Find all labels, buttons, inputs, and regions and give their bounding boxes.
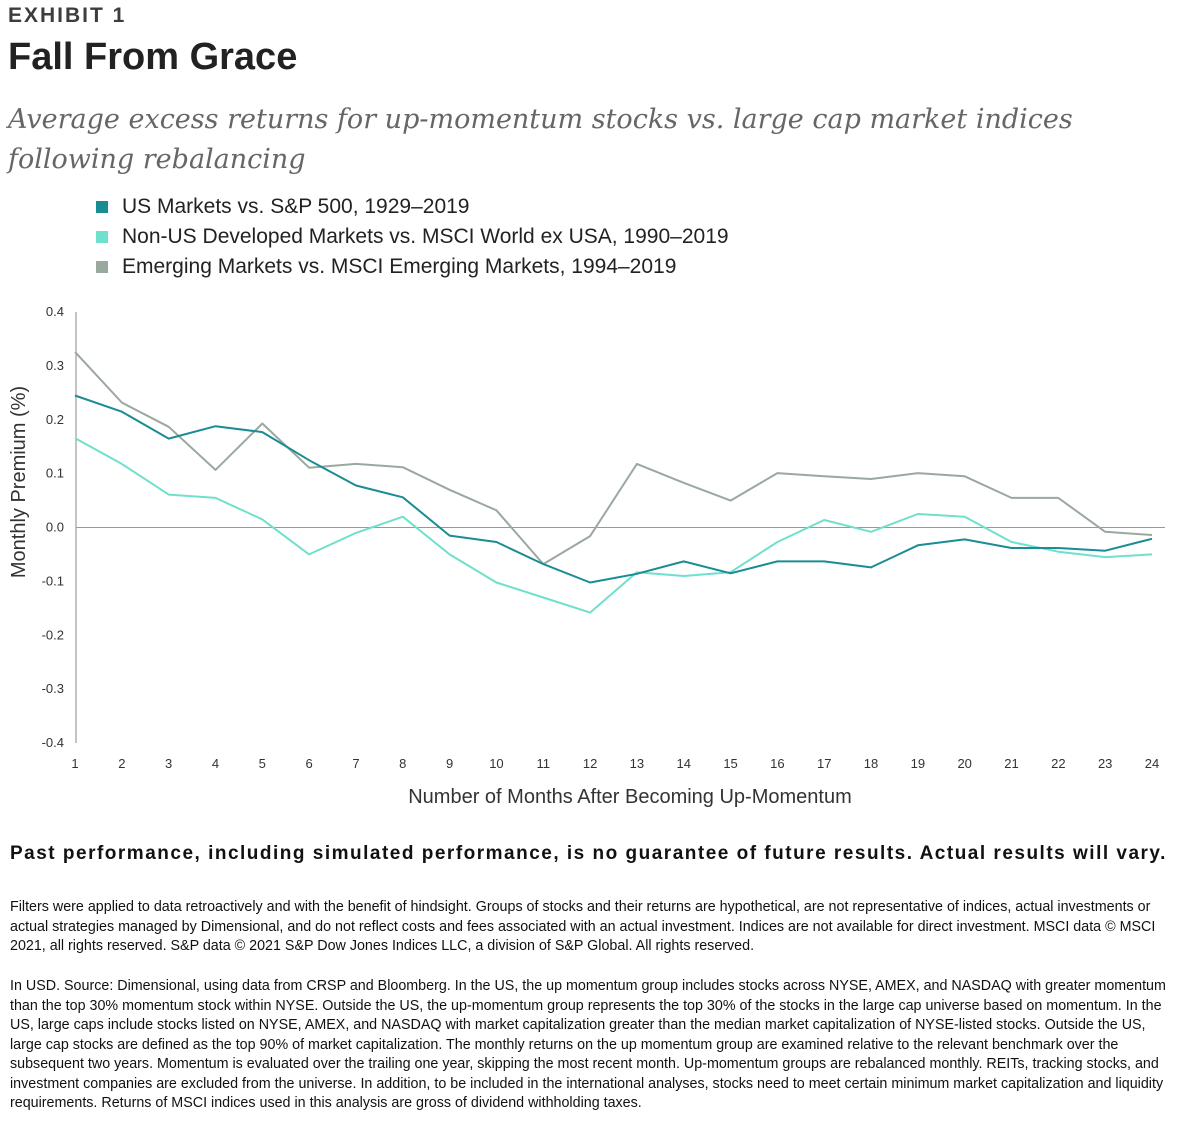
x-tick-label: 10 xyxy=(489,756,503,771)
x-tick-label: 23 xyxy=(1098,756,1112,771)
x-tick-label: 9 xyxy=(446,756,453,771)
x-tick-label: 11 xyxy=(537,756,551,771)
legend-item-us: US Markets vs. S&P 500, 1929–2019 xyxy=(96,192,729,222)
y-axis-label: Monthly Premium (%) xyxy=(8,386,30,578)
series-line-non-us xyxy=(74,437,1153,614)
x-tick-label: 22 xyxy=(1051,756,1065,771)
y-tick-label: -0.3 xyxy=(42,681,64,696)
x-tick-label: 5 xyxy=(259,756,266,771)
y-tick-label: 0.3 xyxy=(46,358,64,373)
performance-disclaimer: Past performance, including simulated pe… xyxy=(10,843,1167,864)
x-tick-label: 15 xyxy=(723,756,737,771)
x-tick-label: 3 xyxy=(165,756,172,771)
x-tick-label: 1 xyxy=(71,756,78,771)
x-tick-label: 2 xyxy=(118,756,125,771)
x-tick-label: 24 xyxy=(1145,756,1159,771)
y-tick-label: 0.2 xyxy=(46,412,64,427)
legend-swatch-emerging xyxy=(96,261,108,273)
x-tick-label: 17 xyxy=(817,756,831,771)
x-tick-label: 18 xyxy=(864,756,878,771)
legend-swatch-non-us xyxy=(96,231,108,243)
y-tick-label: 0.0 xyxy=(46,520,64,535)
legend-item-emerging: Emerging Markets vs. MSCI Emerging Marke… xyxy=(96,252,729,282)
series-line-us xyxy=(74,394,1153,584)
x-axis-label: Number of Months After Becoming Up-Momen… xyxy=(408,786,852,808)
x-tick-label: 19 xyxy=(911,756,925,771)
x-tick-label: 7 xyxy=(352,756,359,771)
legend: US Markets vs. S&P 500, 1929–2019 Non-US… xyxy=(96,192,729,282)
x-tick-label: 8 xyxy=(399,756,406,771)
exhibit-label: EXHIBIT 1 xyxy=(8,4,127,27)
chart-subtitle: Average excess returns for up-momentum s… xyxy=(8,104,1073,175)
footnote-hypothetical: Filters were applied to data retroactive… xyxy=(10,899,1156,954)
chart-title: Fall From Grace xyxy=(8,36,298,78)
y-tick-label: 0.1 xyxy=(46,466,64,481)
y-tick-label: -0.1 xyxy=(42,573,64,588)
y-tick-label: -0.2 xyxy=(42,627,64,642)
legend-label-us: US Markets vs. S&P 500, 1929–2019 xyxy=(122,195,470,218)
series-lines xyxy=(74,351,1153,614)
x-tick-label: 21 xyxy=(1004,756,1018,771)
legend-swatch-us xyxy=(96,201,108,213)
x-tick-label: 20 xyxy=(957,756,971,771)
x-tick-label: 6 xyxy=(306,756,313,771)
x-tick-label: 14 xyxy=(677,756,691,771)
y-axis: 0.4 0.3 0.2 0.1 0.0 -0.1 -0.2 -0.3 -0.4 xyxy=(42,304,1165,750)
x-tick-label: 4 xyxy=(212,756,219,771)
x-tick-label: 12 xyxy=(583,756,597,771)
legend-item-non-us: Non-US Developed Markets vs. MSCI World … xyxy=(96,222,729,252)
series-line-emerging xyxy=(74,351,1153,566)
y-tick-label: -0.4 xyxy=(42,735,64,750)
x-tick-label: 16 xyxy=(770,756,784,771)
legend-label-non-us: Non-US Developed Markets vs. MSCI World … xyxy=(122,225,729,248)
x-tick-label: 13 xyxy=(630,756,644,771)
y-tick-label: 0.4 xyxy=(46,304,64,319)
legend-label-emerging: Emerging Markets vs. MSCI Emerging Marke… xyxy=(122,255,677,278)
x-axis: 1 2 3 4 5 6 7 8 9 10 11 12 13 14 15 16 17 18 19 20 21 22 23 24 xyxy=(71,756,1159,771)
footnote-methodology: In USD. Source: Dimensional, using data … xyxy=(10,978,1166,1111)
